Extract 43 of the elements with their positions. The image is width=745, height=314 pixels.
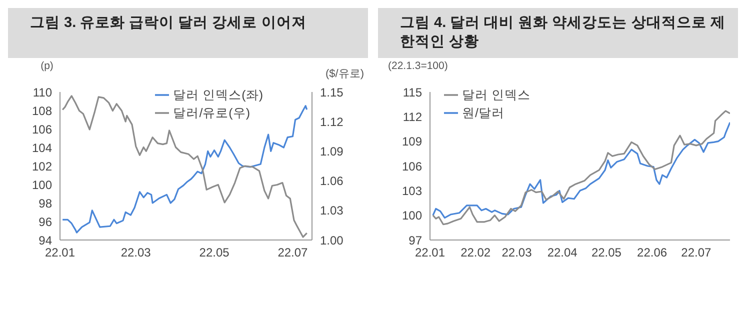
y-tick-label: 108	[32, 104, 52, 118]
chart-title: 그림 4. 달러 대비 원화 약세강도는 상대적으로 제한적인 상황	[378, 8, 738, 58]
legend-label: 달러 인덱스(좌)	[173, 88, 263, 102]
x-tick-label: 22.07	[681, 246, 712, 260]
y-axis-title: (p)	[40, 60, 54, 73]
x-tick-label: 22.01	[44, 246, 76, 260]
y-tick-label: 110	[32, 85, 52, 100]
y-axis-title: (22.1.3=100)	[388, 60, 448, 73]
y-tick-label: 98	[38, 196, 52, 210]
x-tick-label: 22.02	[460, 246, 491, 260]
y-tick-label: 112	[402, 110, 422, 124]
x-tick-label: 22.04	[547, 246, 578, 260]
y-tick-label: 100	[32, 178, 52, 192]
y-tick-label: 115	[402, 85, 422, 100]
legend-label: 원/달러	[462, 106, 504, 120]
y2-tick-label: 1.06	[320, 174, 344, 188]
chart-title: 그림 3. 유로화 급락이 달러 강세로 이어져	[8, 8, 368, 58]
line-series	[432, 122, 730, 219]
y2-tick-label: 1.09	[320, 144, 344, 158]
y-tick-label: 106	[32, 122, 52, 136]
y-tick-label: 96	[38, 214, 52, 229]
y-tick-label: 104	[32, 140, 52, 155]
y2-tick-label: 1.12	[320, 114, 344, 129]
x-tick-label: 22.05	[199, 246, 230, 260]
legend-label: 달러/유로(우)	[173, 106, 250, 120]
y-tick-label: 97	[408, 233, 422, 248]
x-tick-label: 22.06	[637, 246, 668, 260]
x-tick-label: 22.05	[591, 246, 622, 260]
x-tick-label: 22.01	[414, 246, 446, 260]
y-tick-label: 103	[402, 184, 422, 198]
y-tick-label: 100	[402, 208, 422, 223]
y-tick-label: 94	[38, 233, 52, 248]
x-tick-label: 22.03	[120, 246, 152, 260]
y2-tick-label: 1.03	[320, 204, 344, 218]
y-tick-label: 102	[32, 159, 52, 174]
x-tick-label: 22.03	[502, 246, 532, 260]
y-tick-label: 106	[402, 159, 422, 174]
x-tick-label: 22.07	[278, 246, 308, 260]
legend-label: 달러 인덱스	[462, 88, 530, 102]
y2-tick-label: 1.00	[320, 233, 344, 248]
y2-tick-label: 1.15	[320, 85, 344, 100]
y-tick-label: 109	[402, 134, 422, 149]
y2-axis-title: ($/유로)	[326, 67, 364, 81]
